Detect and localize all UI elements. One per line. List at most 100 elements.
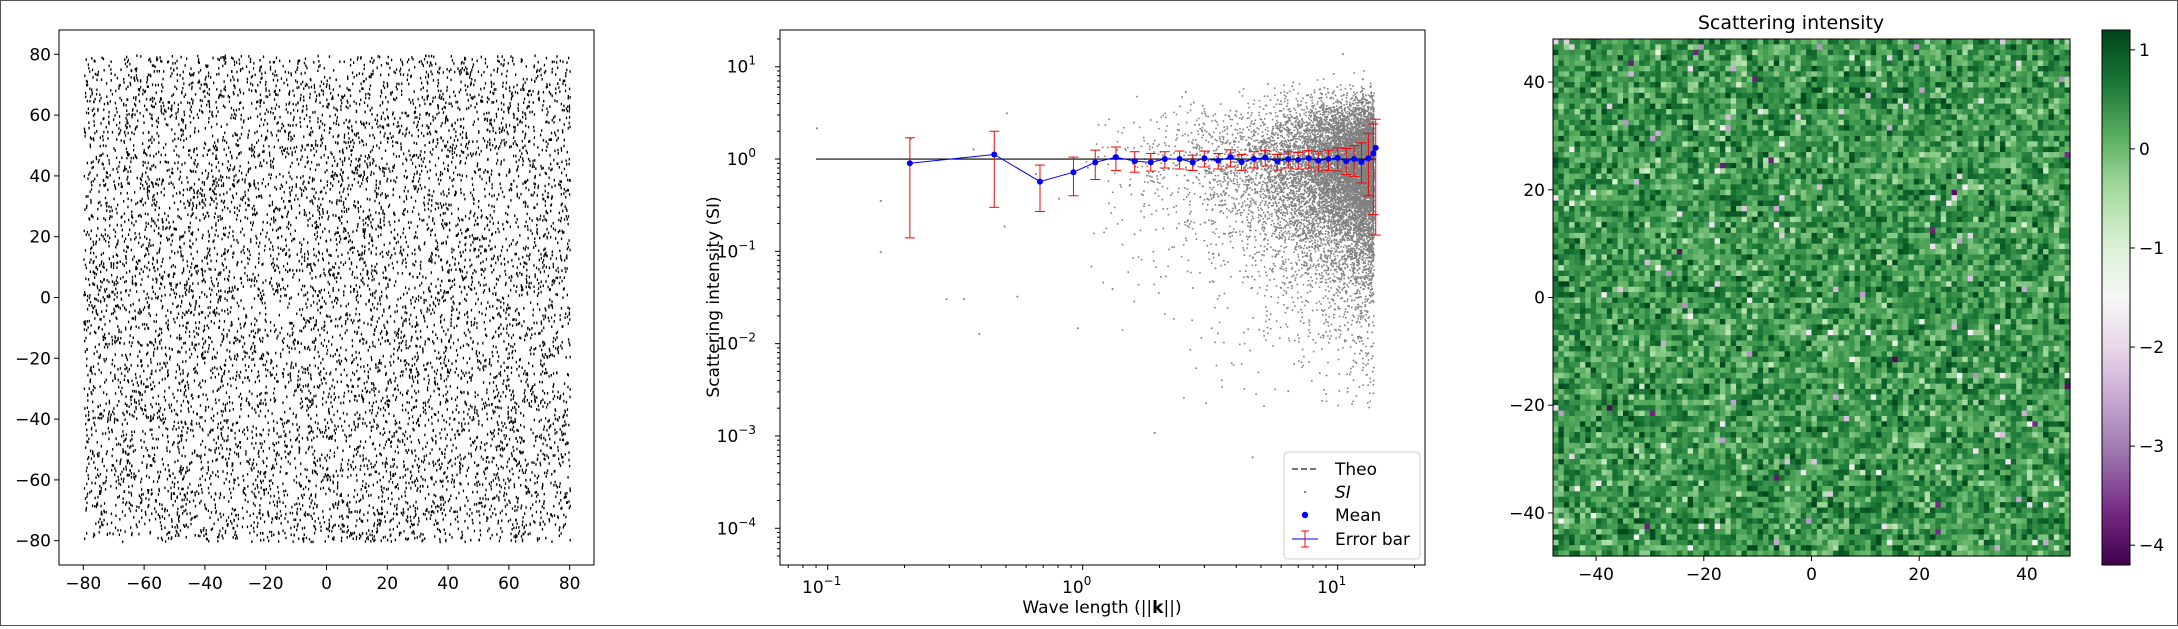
- point-marker: [349, 445, 351, 448]
- point-marker: [453, 178, 455, 181]
- point-marker: [140, 215, 142, 218]
- point-marker: [288, 102, 290, 106]
- point-marker: [463, 331, 466, 335]
- point-marker: [427, 485, 429, 488]
- point-marker: [453, 510, 455, 514]
- point-marker: [448, 423, 451, 426]
- point-marker: [286, 344, 289, 348]
- point-marker: [553, 383, 555, 386]
- point-marker: [560, 453, 562, 456]
- point-marker: [481, 268, 483, 271]
- point-marker: [401, 93, 403, 97]
- point-marker: [374, 393, 376, 397]
- point-marker: [417, 523, 419, 526]
- point-marker: [101, 260, 103, 263]
- point-marker: [306, 66, 308, 70]
- point-marker: [197, 130, 200, 133]
- point-marker: [464, 276, 466, 280]
- point-marker: [143, 290, 145, 293]
- point-marker: [149, 154, 151, 157]
- point-marker: [103, 266, 105, 269]
- point-marker: [244, 355, 246, 358]
- point-marker: [259, 393, 261, 396]
- point-marker: [153, 105, 155, 109]
- point-marker: [439, 93, 441, 97]
- point-marker: [347, 132, 350, 135]
- point-marker: [264, 83, 267, 87]
- point-marker: [237, 139, 239, 142]
- point-marker: [359, 413, 361, 417]
- point-marker: [474, 461, 476, 464]
- point-marker: [380, 539, 382, 543]
- point-marker: [170, 492, 173, 495]
- point-marker: [233, 509, 235, 512]
- point-marker: [209, 300, 212, 304]
- point-marker: [422, 350, 424, 354]
- point-marker: [413, 523, 415, 526]
- point-marker: [151, 512, 153, 515]
- point-marker: [200, 311, 203, 314]
- point-marker: [476, 222, 478, 226]
- point-marker: [297, 101, 299, 104]
- point-marker: [127, 181, 129, 185]
- point-marker: [284, 130, 286, 133]
- point-marker: [209, 306, 211, 309]
- point-marker: [86, 532, 88, 535]
- point-marker: [390, 441, 392, 444]
- point-marker: [383, 500, 386, 503]
- point-marker: [185, 535, 187, 539]
- point-marker: [315, 226, 317, 230]
- point-marker: [300, 472, 302, 476]
- point-marker: [415, 153, 418, 157]
- point-marker: [380, 295, 383, 298]
- point-marker: [407, 537, 410, 540]
- point-marker: [172, 302, 174, 305]
- point-marker: [312, 399, 314, 402]
- point-marker: [191, 186, 193, 190]
- point-marker: [292, 422, 294, 426]
- point-marker: [145, 446, 147, 450]
- point-marker: [227, 312, 229, 316]
- point-marker: [474, 395, 476, 398]
- point-marker: [195, 270, 197, 273]
- point-marker: [98, 356, 100, 359]
- point-marker: [520, 288, 523, 292]
- point-marker: [534, 159, 536, 162]
- point-marker: [506, 387, 508, 391]
- point-marker: [215, 356, 217, 360]
- point-marker: [433, 323, 435, 327]
- point-marker: [103, 464, 105, 468]
- point-marker: [283, 265, 285, 268]
- point-marker: [515, 154, 517, 158]
- point-marker: [346, 87, 348, 90]
- point-marker: [276, 505, 278, 508]
- point-marker: [313, 61, 315, 64]
- point-marker: [89, 99, 91, 103]
- point-marker: [154, 182, 157, 185]
- point-marker: [398, 327, 400, 331]
- point-marker: [515, 518, 517, 522]
- point-marker: [317, 259, 319, 262]
- point-marker: [498, 355, 500, 358]
- point-marker: [453, 62, 455, 65]
- point-marker: [221, 375, 223, 378]
- point-marker: [562, 296, 564, 299]
- point-marker: [272, 366, 274, 370]
- point-marker: [162, 434, 164, 437]
- point-marker: [561, 433, 563, 437]
- point-marker: [452, 300, 454, 304]
- point-marker: [207, 306, 209, 309]
- point-marker: [432, 217, 434, 220]
- point-marker: [189, 239, 191, 242]
- point-marker: [314, 290, 316, 293]
- point-marker: [153, 343, 155, 347]
- point-marker: [493, 376, 495, 379]
- point-marker: [510, 416, 512, 420]
- point-marker: [270, 159, 272, 163]
- point-marker: [542, 197, 544, 201]
- point-marker: [214, 179, 216, 183]
- point-marker: [445, 385, 447, 388]
- point-marker: [306, 83, 308, 87]
- point-marker: [555, 495, 557, 498]
- point-marker: [201, 353, 203, 356]
